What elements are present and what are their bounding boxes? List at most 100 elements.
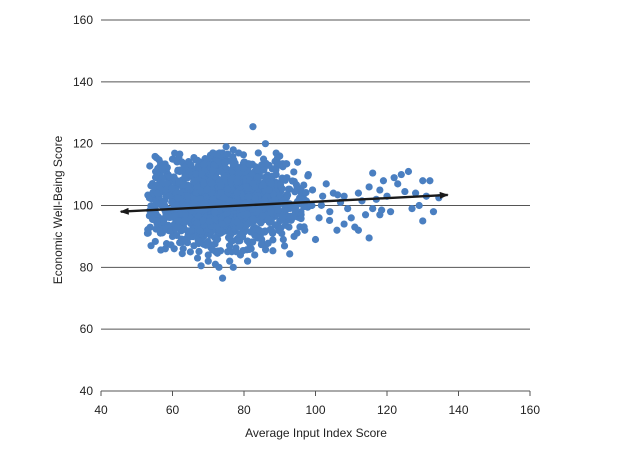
data-point xyxy=(340,220,348,228)
data-point xyxy=(174,222,182,231)
data-point xyxy=(246,161,254,169)
data-point xyxy=(274,159,282,167)
data-point xyxy=(249,205,257,213)
data-point xyxy=(152,225,160,233)
data-point xyxy=(249,179,257,188)
data-point xyxy=(216,167,224,175)
data-point xyxy=(276,180,285,189)
data-point xyxy=(334,191,342,199)
data-point xyxy=(222,143,230,151)
data-point xyxy=(253,173,261,182)
data-point xyxy=(229,263,237,271)
data-point xyxy=(183,192,192,201)
x-tick-label: 140 xyxy=(448,403,468,417)
data-point xyxy=(280,242,289,250)
data-point xyxy=(225,229,233,237)
y-tick-label: 60 xyxy=(80,322,94,336)
data-point xyxy=(168,184,176,192)
data-point xyxy=(207,179,216,187)
x-axis-title: Average Input Index Score xyxy=(245,426,387,440)
data-point xyxy=(281,221,290,229)
data-point xyxy=(304,172,312,180)
data-point xyxy=(285,185,294,193)
data-point xyxy=(199,217,207,225)
data-point xyxy=(291,209,299,217)
data-point xyxy=(229,198,238,206)
data-point xyxy=(233,218,241,226)
data-point xyxy=(204,251,212,259)
data-point xyxy=(174,217,183,225)
data-point xyxy=(426,177,434,185)
y-tick-label: 140 xyxy=(73,75,93,89)
data-point xyxy=(220,172,228,180)
data-point xyxy=(180,163,189,171)
data-point xyxy=(415,201,423,210)
data-point xyxy=(200,160,208,169)
data-point xyxy=(187,161,195,169)
y-tick-label: 80 xyxy=(80,260,94,274)
data-point xyxy=(195,247,203,256)
data-point xyxy=(361,211,370,219)
data-point xyxy=(146,162,154,170)
data-point xyxy=(244,193,253,201)
x-tick-label: 40 xyxy=(94,403,108,417)
data-point xyxy=(160,197,169,205)
data-point xyxy=(269,247,277,255)
data-point xyxy=(397,170,405,179)
data-point xyxy=(178,238,186,246)
data-point xyxy=(167,241,175,249)
data-point xyxy=(243,257,252,265)
data-point xyxy=(230,156,238,164)
data-point xyxy=(259,181,267,189)
data-point xyxy=(153,189,161,197)
data-point xyxy=(193,219,201,227)
data-point xyxy=(354,226,362,234)
data-point xyxy=(379,177,388,185)
data-point xyxy=(222,164,230,173)
data-point xyxy=(279,235,287,244)
data-point xyxy=(325,216,334,225)
data-point xyxy=(194,236,202,245)
data-point xyxy=(401,187,409,196)
data-point xyxy=(208,246,217,254)
data-point xyxy=(429,208,438,216)
data-point xyxy=(265,186,273,194)
data-point xyxy=(175,177,183,185)
data-point xyxy=(239,164,248,172)
data-point xyxy=(394,180,402,188)
data-point xyxy=(261,140,270,148)
data-point xyxy=(274,206,282,214)
data-point xyxy=(226,257,234,265)
data-point xyxy=(213,236,221,244)
data-point xyxy=(242,222,250,230)
x-tick-label: 60 xyxy=(166,403,180,417)
data-point xyxy=(267,179,275,188)
data-point xyxy=(322,180,330,188)
data-point xyxy=(243,210,251,218)
data-point xyxy=(233,178,241,186)
data-point xyxy=(297,214,305,223)
data-point xyxy=(257,241,266,249)
data-point xyxy=(208,166,217,175)
data-point xyxy=(259,212,267,220)
data-point xyxy=(196,227,204,235)
data-point xyxy=(264,239,272,247)
data-point xyxy=(217,181,225,189)
data-point xyxy=(197,262,205,270)
data-point xyxy=(268,172,276,181)
data-point xyxy=(254,149,262,157)
data-point xyxy=(211,260,219,268)
data-point xyxy=(243,237,252,245)
data-point xyxy=(185,227,194,235)
data-point xyxy=(300,181,308,189)
data-point xyxy=(272,166,280,174)
data-point xyxy=(242,182,250,191)
data-point xyxy=(376,211,384,219)
data-point xyxy=(279,213,287,221)
data-point xyxy=(224,248,232,256)
data-point xyxy=(275,226,283,235)
data-point xyxy=(218,274,227,282)
data-point xyxy=(259,155,268,163)
